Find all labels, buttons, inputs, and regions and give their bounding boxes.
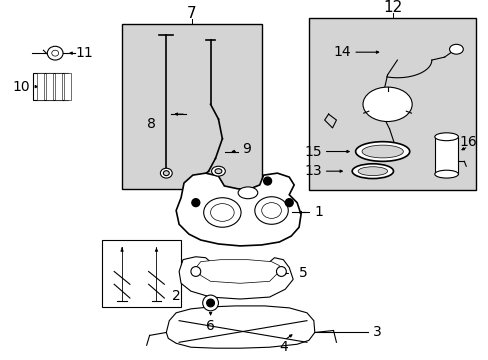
Circle shape [276,266,285,276]
Bar [308,18,475,190]
Text: 4: 4 [278,340,287,354]
Text: 13: 13 [304,164,321,178]
Ellipse shape [163,171,169,176]
Bar [38,73,44,100]
Text: 16: 16 [458,135,476,149]
Bar [434,137,457,174]
Ellipse shape [211,166,225,176]
Polygon shape [176,173,301,246]
Ellipse shape [210,204,234,221]
Polygon shape [179,257,293,299]
Ellipse shape [203,198,241,227]
Text: 12: 12 [382,0,401,15]
Text: 6: 6 [206,319,215,333]
Polygon shape [196,260,279,283]
Circle shape [191,199,199,207]
Bar [102,240,181,307]
Ellipse shape [448,44,462,54]
Text: 15: 15 [304,144,321,158]
Text: 7: 7 [187,6,196,21]
Text: 9: 9 [242,141,251,156]
Circle shape [285,199,293,207]
Text: 11: 11 [76,46,93,60]
Ellipse shape [47,46,63,60]
Ellipse shape [434,170,457,178]
Bar [55,73,62,100]
Bar [64,73,71,100]
Circle shape [263,177,271,185]
Ellipse shape [434,133,457,141]
Polygon shape [166,306,314,348]
Bar [46,73,53,100]
Text: 10: 10 [13,80,30,94]
Ellipse shape [215,169,222,174]
Text: 5: 5 [298,266,307,280]
Ellipse shape [355,142,409,161]
Text: 8: 8 [147,117,156,131]
Circle shape [190,266,201,276]
Text: 14: 14 [333,45,350,59]
Bar [122,24,261,189]
Ellipse shape [261,203,281,219]
Ellipse shape [160,168,172,178]
Ellipse shape [351,164,393,179]
Ellipse shape [206,299,214,307]
Text: 2: 2 [171,289,180,303]
Bar [33,73,68,100]
Text: 1: 1 [314,206,323,220]
Ellipse shape [254,197,287,224]
Ellipse shape [361,145,403,158]
Text: 3: 3 [373,325,381,339]
Ellipse shape [357,167,387,176]
Ellipse shape [52,50,59,56]
Ellipse shape [362,87,411,122]
Ellipse shape [238,187,257,199]
Ellipse shape [203,295,218,311]
